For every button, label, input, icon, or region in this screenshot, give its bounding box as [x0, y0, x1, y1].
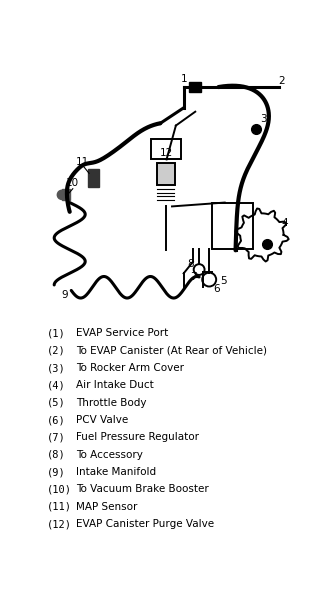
Text: To Accessory: To Accessory: [76, 450, 143, 460]
Circle shape: [202, 273, 216, 287]
Text: To EVAP Canister (At Rear of Vehicle): To EVAP Canister (At Rear of Vehicle): [76, 346, 267, 356]
Text: (7): (7): [46, 432, 65, 442]
Text: 12: 12: [160, 148, 173, 157]
Text: EVAP Canister Purge Valve: EVAP Canister Purge Valve: [76, 519, 214, 529]
Text: (10): (10): [46, 484, 71, 494]
Text: 2: 2: [279, 76, 285, 86]
Text: (6): (6): [46, 415, 65, 425]
Text: Air Intake Duct: Air Intake Duct: [76, 381, 154, 390]
Text: MAP Sensor: MAP Sensor: [76, 501, 137, 512]
Circle shape: [57, 190, 67, 199]
Text: (1): (1): [46, 328, 65, 339]
Text: 4: 4: [281, 218, 288, 228]
Text: Fuel Pressure Regulator: Fuel Pressure Regulator: [76, 432, 199, 442]
Text: (3): (3): [46, 363, 65, 373]
Circle shape: [194, 264, 204, 275]
Bar: [212, 203, 252, 249]
Text: 5: 5: [220, 276, 226, 286]
Text: (5): (5): [46, 398, 65, 407]
Polygon shape: [189, 82, 201, 92]
Text: (12): (12): [46, 519, 71, 529]
Text: To Vacuum Brake Booster: To Vacuum Brake Booster: [76, 484, 209, 494]
Text: (4): (4): [46, 381, 65, 390]
Polygon shape: [88, 170, 99, 187]
Text: 7: 7: [190, 272, 197, 282]
Text: 1: 1: [181, 74, 188, 84]
Bar: [156, 163, 175, 185]
Text: (11): (11): [46, 501, 71, 512]
Text: PCV Valve: PCV Valve: [76, 415, 128, 425]
Text: 10: 10: [66, 178, 79, 188]
Text: 6: 6: [213, 284, 220, 294]
Text: Intake Manifold: Intake Manifold: [76, 467, 156, 477]
Text: (2): (2): [46, 346, 65, 356]
Bar: [151, 140, 181, 159]
Text: (8): (8): [46, 450, 65, 460]
Text: 8: 8: [187, 259, 194, 269]
Text: Throttle Body: Throttle Body: [76, 398, 147, 407]
Polygon shape: [62, 188, 70, 200]
Text: 11: 11: [76, 157, 90, 167]
Text: EVAP Service Port: EVAP Service Port: [76, 328, 168, 339]
Text: (9): (9): [46, 467, 65, 477]
Text: 9: 9: [62, 290, 68, 300]
Text: 3: 3: [260, 115, 267, 124]
Text: To Rocker Arm Cover: To Rocker Arm Cover: [76, 363, 184, 373]
